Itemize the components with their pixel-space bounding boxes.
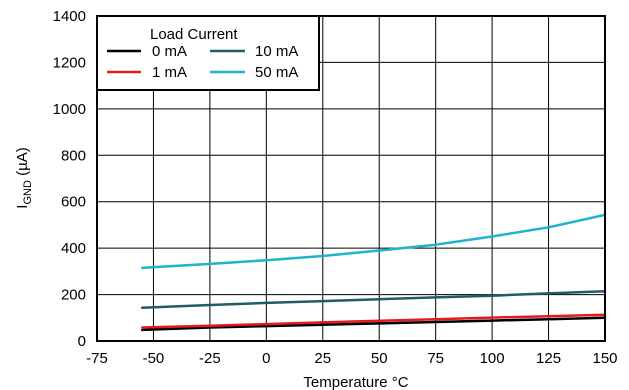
x-tick-label: 25: [314, 350, 331, 367]
x-tick-label: 75: [427, 350, 444, 367]
legend: Load Current 0 mA 10 mA 1 mA 50 mA: [96, 15, 320, 91]
x-tick-label: 50: [371, 350, 388, 367]
legend-box: [96, 15, 320, 91]
y-tick-label: 1400: [53, 8, 86, 25]
series-line-0-ma: [140, 316, 607, 332]
y-tick-label: 1000: [53, 101, 86, 118]
x-axis-title: Temperature °C: [303, 374, 408, 390]
x-tick-label: 0: [262, 350, 270, 367]
legend-label-1-ma: 1 mA: [152, 64, 187, 81]
series-line-50-ma: [140, 213, 607, 270]
y-tick-label: 0: [78, 333, 86, 350]
x-tick-label: -75: [86, 350, 108, 367]
y-axis-title-sub: GND: [22, 180, 34, 205]
y-tick-label: 200: [61, 287, 86, 304]
y-tick-label: 600: [61, 194, 86, 211]
x-tick-label: 125: [536, 350, 561, 367]
series-layer: [140, 213, 607, 332]
x-tick-label: 150: [592, 350, 617, 367]
x-tick-label: -25: [199, 350, 221, 367]
legend-label-10-ma: 10 mA: [255, 43, 298, 60]
y-axis-title-main: I: [14, 205, 31, 209]
legend-label-0-ma: 0 mA: [152, 43, 187, 60]
y-tick-label: 400: [61, 240, 86, 257]
x-tick-label: 100: [480, 350, 505, 367]
y-tick-label: 1200: [53, 54, 86, 71]
legend-label-50-ma: 50 mA: [255, 64, 298, 81]
legend-title: Load Current: [150, 26, 238, 43]
series-line-1-ma: [140, 313, 607, 329]
legend-items: 0 mA 10 mA 1 mA 50 mA: [107, 43, 298, 81]
x-tick-labels: -75 -50 -25 0 25 50 75 100 125 150: [86, 350, 617, 367]
x-tick-label: -50: [143, 350, 165, 367]
y-tick-labels: 0 200 400 600 800 1000 1200 1400: [53, 8, 86, 350]
plot-frame: [96, 15, 606, 342]
y-axis-title: IGND (µA): [14, 147, 34, 208]
series-line-10-ma: [140, 290, 607, 310]
y-axis-title-unit: (µA): [14, 147, 31, 180]
y-tick-label: 800: [61, 147, 86, 164]
